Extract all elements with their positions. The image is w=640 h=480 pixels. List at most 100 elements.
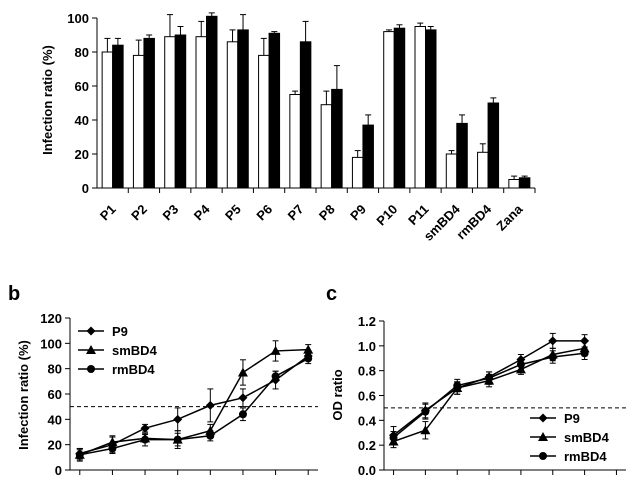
data-point — [270, 345, 281, 355]
series-line — [393, 352, 585, 439]
legend-marker — [538, 413, 548, 423]
data-point — [205, 400, 215, 410]
bar — [258, 54, 270, 189]
data-point — [453, 381, 462, 390]
bar-chart-category-label: P10 — [373, 202, 400, 229]
bar — [112, 44, 124, 189]
panel-b-ylabel: Infection ratio (%) — [16, 340, 31, 450]
bar — [174, 34, 187, 189]
y-tick-label: 100 — [40, 336, 62, 351]
bar — [268, 32, 281, 189]
bar-chart-y-tick-label: 0 — [82, 181, 89, 196]
bar — [101, 51, 114, 189]
data-point — [173, 435, 182, 444]
series-line — [79, 357, 309, 456]
line-chart-b-panel: 0 20 40 60 80 100 120 P9 smBD4 rmBD4 — [40, 311, 318, 478]
line-chart-c-panel: 0.0 0.2 0.4 0.6 0.8 1.0 1.2 P9 smBD4 rmBD4 — [358, 314, 626, 478]
y-tick-label: 0.4 — [358, 413, 377, 428]
bar — [289, 94, 301, 189]
bar — [206, 15, 218, 189]
y-tick-label: 0.6 — [358, 389, 376, 404]
data-point — [420, 425, 431, 435]
y-tick-label: 60 — [48, 387, 62, 402]
y-tick-label: 1.2 — [358, 314, 376, 329]
y-tick-label: 0.2 — [358, 438, 376, 453]
y-tick-label: 0.0 — [358, 463, 376, 478]
bar — [195, 36, 207, 189]
panel-c-letter: c — [326, 283, 337, 305]
data-point — [206, 431, 215, 440]
legend-marker — [87, 365, 95, 373]
bar — [487, 102, 500, 189]
bar-chart-category-label: rmBD4 — [453, 201, 494, 242]
legend-marker — [86, 345, 96, 354]
data-point — [141, 435, 150, 444]
panel-c-ylabel: OD ratio — [330, 369, 345, 420]
legend-label: P9 — [564, 411, 580, 426]
data-point — [238, 410, 247, 419]
bar-chart-y-tick-label: 80 — [75, 45, 89, 60]
data-point — [304, 354, 313, 363]
bar-chart-category-label: P11 — [405, 202, 431, 228]
bar — [445, 153, 458, 189]
y-tick-label: 40 — [48, 412, 62, 427]
bar — [320, 104, 333, 189]
bar-chart-category-label: P8 — [316, 202, 338, 224]
bar — [331, 88, 343, 189]
bar — [143, 37, 155, 189]
y-tick-label: 80 — [48, 362, 62, 377]
legend-label: smBD4 — [564, 430, 610, 445]
bar-chart-category-label: smBD4 — [421, 201, 464, 244]
bar — [518, 177, 531, 189]
bar — [456, 122, 468, 189]
y-tick-label: 0.8 — [358, 364, 376, 379]
y-tick-label: 1.0 — [358, 339, 376, 354]
bar — [414, 26, 426, 189]
bar — [477, 151, 489, 189]
bar-chart-category-label: P4 — [191, 201, 213, 223]
legend-label: P9 — [112, 324, 128, 339]
bar-chart-category-label: P3 — [159, 202, 181, 224]
data-point — [516, 360, 525, 369]
legend-label: rmBD4 — [564, 449, 607, 464]
legend-marker — [86, 326, 96, 336]
bar-chart-ylabel: Infection ratio (%) — [40, 45, 55, 155]
bar — [164, 36, 176, 189]
bar-chart-panel: 0 20 40 60 80 100 P1 P2 P3 P4 P5 P6 P7 P8 P9 P10 P11smBD… — [67, 11, 536, 244]
data-point — [173, 414, 183, 424]
bar — [383, 31, 395, 189]
data-point — [421, 407, 430, 416]
bar-chart-category-label: P6 — [253, 202, 275, 224]
bar — [351, 156, 364, 189]
data-point — [303, 344, 314, 354]
bar — [226, 41, 239, 189]
data-point — [271, 372, 280, 381]
bar-chart-category-label: Zana — [493, 201, 526, 234]
bar-chart-category-label: P2 — [128, 202, 150, 224]
bar — [299, 41, 312, 189]
bar-chart-category-label: P5 — [222, 202, 244, 224]
bar — [237, 29, 249, 189]
bar — [393, 27, 406, 189]
bar-chart-y-tick-label: 20 — [75, 147, 89, 162]
y-tick-label: 20 — [48, 438, 62, 453]
bar — [132, 54, 145, 189]
data-point — [485, 374, 494, 383]
bar-chart-y-tick-label: 100 — [67, 11, 89, 26]
legend-marker — [539, 452, 547, 460]
bar-chart-y-tick-label: 60 — [75, 79, 89, 94]
data-point — [548, 336, 558, 346]
series-line — [79, 348, 309, 456]
y-tick-label: 120 — [40, 311, 62, 326]
bar-chart-category-label: P7 — [285, 202, 307, 224]
data-point — [580, 349, 589, 358]
series-line — [393, 347, 585, 443]
bar-chart-category-label: P9 — [347, 202, 369, 224]
data-point — [389, 433, 398, 442]
bar — [508, 179, 520, 189]
data-point — [140, 423, 150, 433]
data-point — [237, 367, 248, 377]
data-point — [108, 444, 117, 453]
data-point — [75, 450, 84, 459]
legend-label: rmBD4 — [112, 362, 155, 377]
